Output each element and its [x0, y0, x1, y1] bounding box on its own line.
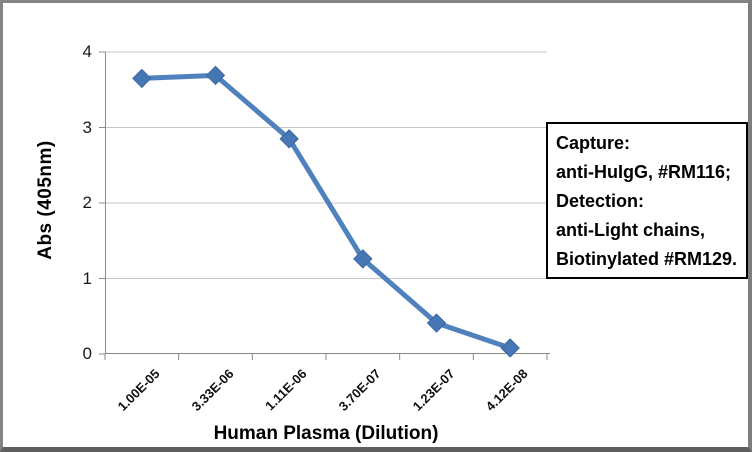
annotation-line: anti-HuIgG, #RM116; — [556, 162, 732, 182]
y-tick-label: 1 — [82, 268, 92, 288]
annotation-line: Capture: — [556, 133, 631, 153]
plot-area — [99, 51, 550, 360]
y-tick-label: 3 — [82, 117, 92, 137]
capture-annotation-box: Capture: anti-HuIgG, #RM116; Detection: … — [546, 122, 748, 279]
annotation-line: anti-Light chains, — [556, 220, 706, 240]
annotation-line: Biotinylated #RM129. — [556, 249, 738, 269]
y-tick-label: 0 — [82, 344, 92, 363]
series-plot — [99, 51, 550, 360]
x-axis-title: Human Plasma (Dilution) — [213, 423, 439, 444]
y-tick-label: 4 — [82, 42, 92, 61]
annotation-line: Detection: — [556, 191, 645, 211]
y-tick-label: 2 — [82, 193, 92, 212]
